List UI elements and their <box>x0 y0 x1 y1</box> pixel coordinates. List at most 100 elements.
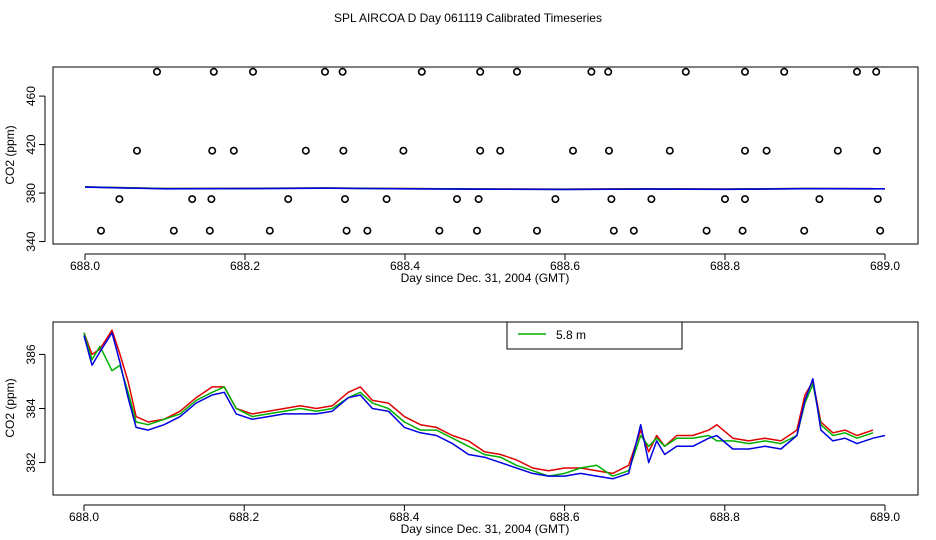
calibration-point <box>188 195 197 204</box>
calibration-point <box>301 146 310 155</box>
calibration-point <box>476 146 485 155</box>
calibration-point <box>320 67 329 76</box>
series-line-blue <box>83 332 886 480</box>
panel-bottom-timeseries: 688.0 688.2 688.4 688.6 688.8 689.0 382 384 386… <box>3 321 919 536</box>
calibration-point <box>604 146 613 155</box>
calibration-point <box>399 146 408 155</box>
calibration-point <box>876 226 885 235</box>
calibration-point <box>338 67 347 76</box>
calibration-point <box>363 226 372 235</box>
calibration-point <box>284 195 293 204</box>
x-axis-label-bottom: Day since Dec. 31, 2004 (GMT) <box>401 522 570 536</box>
series-line-red <box>83 329 874 475</box>
x-tick-label: 688.0 <box>70 259 100 273</box>
y-tick-label: 380 <box>24 183 38 203</box>
calibration-point <box>249 67 258 76</box>
calibration-point <box>604 67 613 76</box>
y-tick-label: 382 <box>24 452 38 472</box>
calibration-point <box>339 146 348 155</box>
y-tick-label: 420 <box>24 134 38 154</box>
x-tick-label: 688.8 <box>710 259 740 273</box>
calibration-point <box>740 195 749 204</box>
x-axis-top: 688.0 688.2 688.4 688.6 688.8 689.0 <box>70 253 900 273</box>
calibration-point <box>229 146 238 155</box>
calibration-point <box>340 195 349 204</box>
y-tick-label: 386 <box>24 344 38 364</box>
x-tick-label: 688.2 <box>229 510 259 524</box>
panel-top-calibration: 688.0 688.2 688.4 688.6 688.8 689.0 340 380 420… <box>3 66 919 285</box>
calibration-point <box>342 226 351 235</box>
calibration-point <box>833 146 842 155</box>
x-axis-bottom: 688.0 688.2 688.4 688.6 688.8 689.0 <box>69 504 900 524</box>
page-title: SPL AIRCOA D Day 061119 Calibrated Times… <box>334 11 602 25</box>
calibration-point <box>205 226 214 235</box>
y-tick-label: 460 <box>24 86 38 106</box>
calibration-point <box>97 226 106 235</box>
x-tick-label: 689.0 <box>870 259 900 273</box>
series-line-blue <box>84 186 886 191</box>
calibration-point <box>665 146 674 155</box>
calibration-point <box>207 195 216 204</box>
calibration-point <box>873 195 882 204</box>
calibration-point <box>382 195 391 204</box>
plot-frame-bottom <box>52 321 919 496</box>
calibration-point <box>551 195 560 204</box>
y-tick-label: 340 <box>24 231 38 251</box>
calibration-point <box>815 195 824 204</box>
calibration-point <box>647 195 656 204</box>
calibration-point <box>872 67 881 76</box>
calibration-point <box>208 146 217 155</box>
calibration-point <box>153 67 162 76</box>
calibration-point <box>417 67 426 76</box>
x-tick-label: 688.4 <box>390 259 420 273</box>
calibration-points <box>97 67 885 235</box>
calibration-point <box>740 146 749 155</box>
calibration-point <box>720 195 729 204</box>
calibration-point <box>568 146 577 155</box>
x-axis-label-top: Day since Dec. 31, 2004 (GMT) <box>401 271 570 285</box>
calibration-point <box>800 226 809 235</box>
calibration-point <box>115 195 124 204</box>
series-group-top <box>84 186 886 191</box>
x-tick-label: 688.2 <box>230 259 260 273</box>
x-tick-label: 688.6 <box>550 510 580 524</box>
calibration-point <box>169 226 178 235</box>
y-axis-label-bottom: CO2 (ppm) <box>3 378 17 437</box>
calibration-point <box>629 226 638 235</box>
x-tick-label: 688.6 <box>550 259 580 273</box>
calibration-point <box>681 67 690 76</box>
x-tick-label: 688.8 <box>710 510 740 524</box>
calibration-point <box>607 195 616 204</box>
calibration-point <box>780 67 789 76</box>
calibration-point <box>738 226 747 235</box>
calibration-point <box>435 226 444 235</box>
calibration-point <box>587 67 596 76</box>
calibration-point <box>762 146 771 155</box>
calibration-point <box>532 226 541 235</box>
calibration-point <box>702 226 711 235</box>
y-axis-top: 340 380 420 460 <box>24 86 46 252</box>
y-tick-label: 384 <box>24 398 38 418</box>
legend-box <box>506 321 683 350</box>
y-axis-label-top: CO2 (ppm) <box>3 125 17 184</box>
x-tick-label: 689.0 <box>870 510 900 524</box>
calibration-point <box>133 146 142 155</box>
calibration-point <box>209 67 218 76</box>
series-group-bottom <box>83 329 886 480</box>
calibration-point <box>496 146 505 155</box>
calibration-point <box>852 67 861 76</box>
calibration-point <box>609 226 618 235</box>
x-tick-label: 688.0 <box>69 510 99 524</box>
calibration-point <box>740 67 749 76</box>
calibration-point <box>476 67 485 76</box>
legend-label-green: 5.8 m <box>556 328 586 342</box>
calibration-point <box>872 146 881 155</box>
calibration-point <box>474 195 483 204</box>
calibration-point <box>512 67 521 76</box>
plot-frame-top <box>52 66 919 245</box>
legend: 5.8 m <box>506 321 683 350</box>
calibration-point <box>265 226 274 235</box>
series-line-green <box>83 332 874 477</box>
x-tick-label: 688.4 <box>389 510 419 524</box>
